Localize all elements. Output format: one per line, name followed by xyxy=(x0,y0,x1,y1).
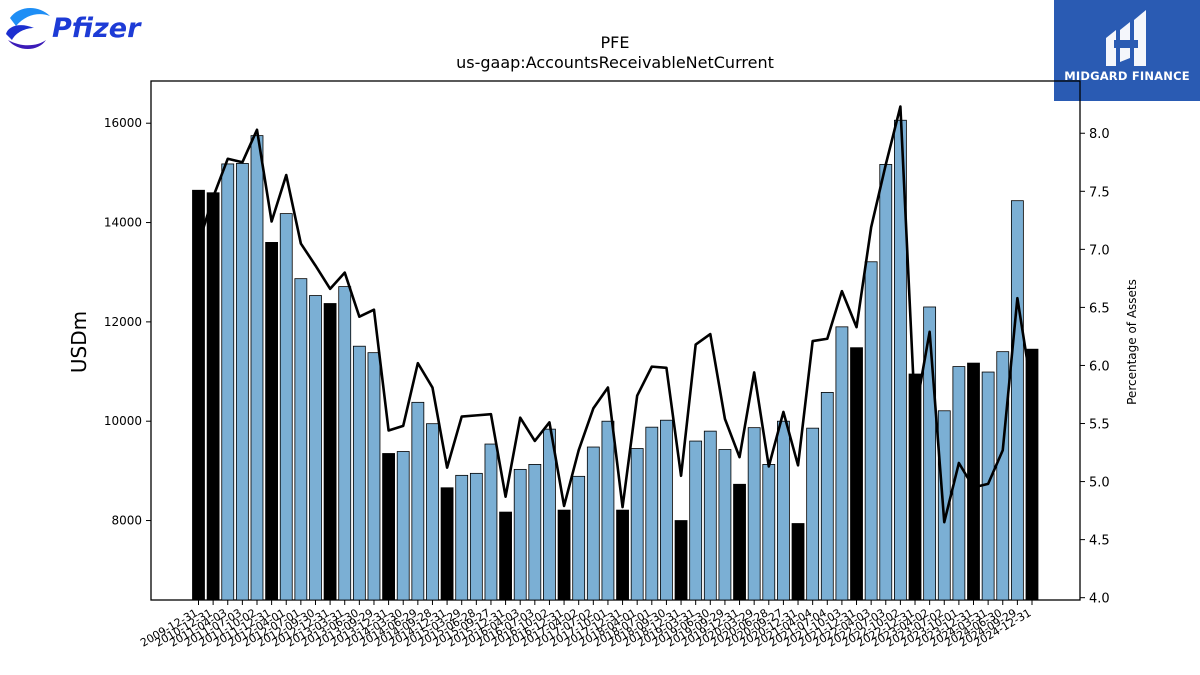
bar-2011-10-02 xyxy=(250,135,264,601)
bar-2024-09-29 xyxy=(1010,200,1024,601)
bar-2014-09-28 xyxy=(426,423,439,601)
pfizer-swirl-icon xyxy=(6,7,50,49)
y2-tick-label: 5.5 xyxy=(1089,418,1110,433)
y-tick-label: 14000 xyxy=(104,216,142,230)
bar-2017-12-31 xyxy=(616,509,629,601)
bar-2016-04-03 xyxy=(513,468,527,601)
y2-tick-label: 7.5 xyxy=(1089,185,1110,200)
y-axis-left: 8000 10000 12000 14000 16000 xyxy=(104,116,151,528)
bar-2021-07-04 xyxy=(820,391,834,601)
bar-2018-12-31 xyxy=(674,520,688,601)
bar-2016-07-03 xyxy=(528,464,542,601)
y2-tick-label: 7.0 xyxy=(1089,243,1110,258)
bar-2011-12-31 xyxy=(265,242,279,601)
pfizer-logo: Pfizer xyxy=(4,4,140,58)
bar-2012-09-30 xyxy=(309,295,322,601)
y2-tick-label: 6.5 xyxy=(1089,301,1110,316)
bar-2020-09-27 xyxy=(777,420,790,601)
bars-group xyxy=(192,119,1039,601)
bar-2022-04-03 xyxy=(864,261,878,601)
y-tick-label: 16000 xyxy=(104,116,142,130)
y2-axis-label: Percentage of Assets xyxy=(1125,279,1139,405)
y-tick-label: 12000 xyxy=(104,315,142,329)
bar-2011-04-03 xyxy=(221,163,235,601)
bar-2010-12-31 xyxy=(206,192,220,601)
bar-2020-06-28 xyxy=(762,464,776,601)
y2-tick-label: 8.0 xyxy=(1089,127,1110,142)
chart-title: PFE xyxy=(601,33,630,52)
x-axis: 2009-12-312010-12-312011-04-032011-07-03… xyxy=(138,600,1034,650)
midgard-mark-icon xyxy=(1106,10,1146,66)
bar-2018-09-30 xyxy=(660,419,673,601)
bar-2020-12-31 xyxy=(791,523,805,601)
bar-2016-10-02 xyxy=(543,428,556,601)
bar-2017-07-02 xyxy=(586,446,600,601)
bar-2014-12-31 xyxy=(440,487,454,601)
midgard-finance-label: MIDGARD FINANCE xyxy=(1064,69,1190,83)
bar-2016-12-31 xyxy=(557,509,571,601)
bar-2013-09-29 xyxy=(367,352,381,601)
y-tick-label: 10000 xyxy=(104,414,142,428)
bar-2013-03-31 xyxy=(338,286,352,601)
bar-2017-04-02 xyxy=(572,475,586,601)
bar-2011-07-03 xyxy=(235,163,249,601)
chart-subtitle: us-gaap:AccountsReceivableNetCurrent xyxy=(456,53,774,72)
bar-2015-06-28 xyxy=(469,472,483,601)
bar-2021-04-04 xyxy=(806,427,820,601)
bar-2014-06-29 xyxy=(411,401,425,601)
bar-2021-10-03 xyxy=(835,326,849,601)
bar-2013-12-31 xyxy=(382,453,395,601)
bar-2015-09-27 xyxy=(484,443,498,601)
y-tick-label: 8000 xyxy=(111,514,142,528)
plot-frame xyxy=(150,80,1081,601)
bar-2019-06-30 xyxy=(703,430,717,601)
bar-2012-12-31 xyxy=(323,303,337,601)
bar-2014-03-30 xyxy=(396,451,410,601)
bar-2013-06-30 xyxy=(352,345,366,601)
bar-2012-07-01 xyxy=(294,278,308,601)
bar-2019-12-31 xyxy=(733,483,746,601)
bar-2020-03-29 xyxy=(747,427,761,601)
bar-2018-04-01 xyxy=(630,448,644,601)
bar-2024-06-30 xyxy=(996,351,1010,601)
y2-tick-label: 4.5 xyxy=(1089,534,1110,549)
bar-2018-07-01 xyxy=(645,426,659,601)
y2-tick-label: 4.0 xyxy=(1089,592,1110,607)
pfizer-wordmark: Pfizer xyxy=(52,13,141,44)
bar-2019-09-29 xyxy=(718,449,732,601)
y-axis-label: USDm xyxy=(67,311,91,373)
y2-tick-label: 6.0 xyxy=(1089,359,1110,374)
bar-2017-10-01 xyxy=(601,420,615,601)
bar-2012-04-01 xyxy=(279,213,293,601)
y2-tick-label: 5.0 xyxy=(1089,476,1110,491)
bar-2015-03-29 xyxy=(455,474,469,601)
bar-2021-12-31 xyxy=(850,347,863,601)
y-axis-right: 4.0 4.5 5.0 5.5 6.0 6.5 7.0 7.5 8.0 xyxy=(1080,127,1110,607)
bar-2015-12-31 xyxy=(499,511,512,601)
percent-of-assets-line xyxy=(197,105,1034,524)
bar-2009-12-31 xyxy=(192,189,205,601)
bar-2019-03-31 xyxy=(689,440,703,601)
bar-2022-07-03 xyxy=(879,164,893,601)
midgard-finance-logo: MIDGARD FINANCE xyxy=(1054,0,1200,101)
